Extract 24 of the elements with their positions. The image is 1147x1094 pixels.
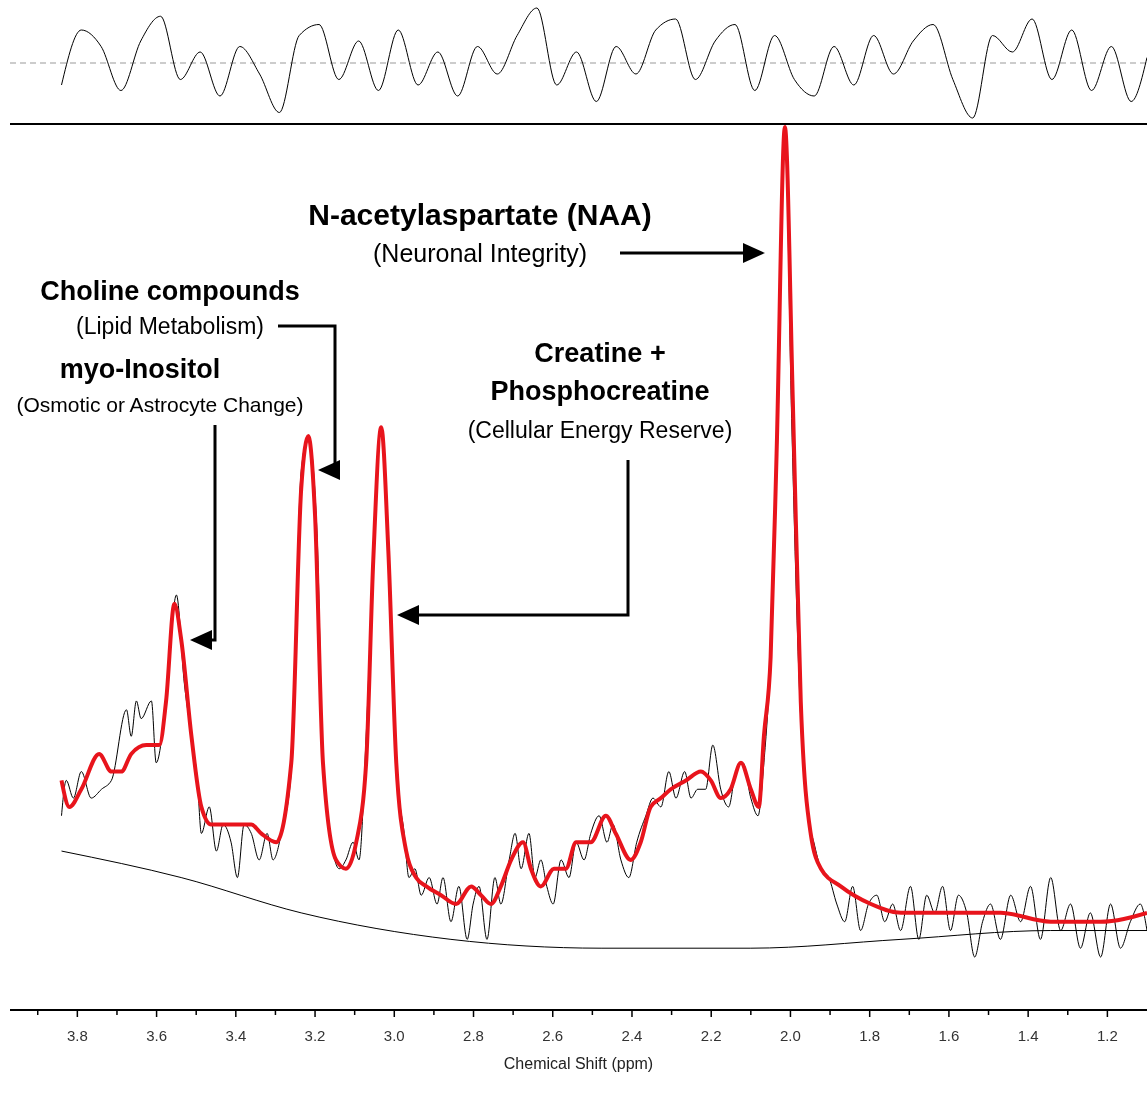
x-tick-label: 1.4	[1017, 1027, 1039, 1044]
annotation: Choline compounds	[40, 276, 300, 306]
x-tick-label: 2.6	[542, 1027, 564, 1044]
annotation: N-acetylaspartate (NAA)	[308, 198, 652, 231]
x-tick-label: 1.8	[859, 1027, 881, 1044]
x-tick-label: 3.0	[383, 1027, 405, 1044]
x-tick-label: 2.2	[700, 1027, 722, 1044]
annotation: Creatine +	[534, 338, 666, 368]
x-tick-label: 2.0	[780, 1027, 801, 1044]
x-axis-title: Chemical Shift (ppm)	[503, 1055, 654, 1072]
annotation: (Neuronal Integrity)	[373, 239, 587, 267]
annotation: (Lipid Metabolism)	[76, 313, 264, 339]
annotation: myo-Inositol	[59, 354, 221, 384]
x-tick-label: 1.2	[1096, 1027, 1118, 1044]
x-tick-label: 3.4	[225, 1027, 247, 1044]
x-tick-label: 2.4	[621, 1027, 643, 1044]
annotation: (Cellular Energy Reserve)	[467, 417, 733, 443]
annotation: (Osmotic or Astrocyte Change)	[16, 393, 304, 416]
x-tick-label: 3.2	[304, 1027, 326, 1044]
x-tick-label: 3.8	[66, 1027, 88, 1044]
x-tick-label: 3.6	[146, 1027, 168, 1044]
x-tick-label: 2.8	[463, 1027, 484, 1044]
x-tick-label: 1.6	[938, 1027, 960, 1044]
annotation: Phosphocreatine	[490, 376, 710, 406]
